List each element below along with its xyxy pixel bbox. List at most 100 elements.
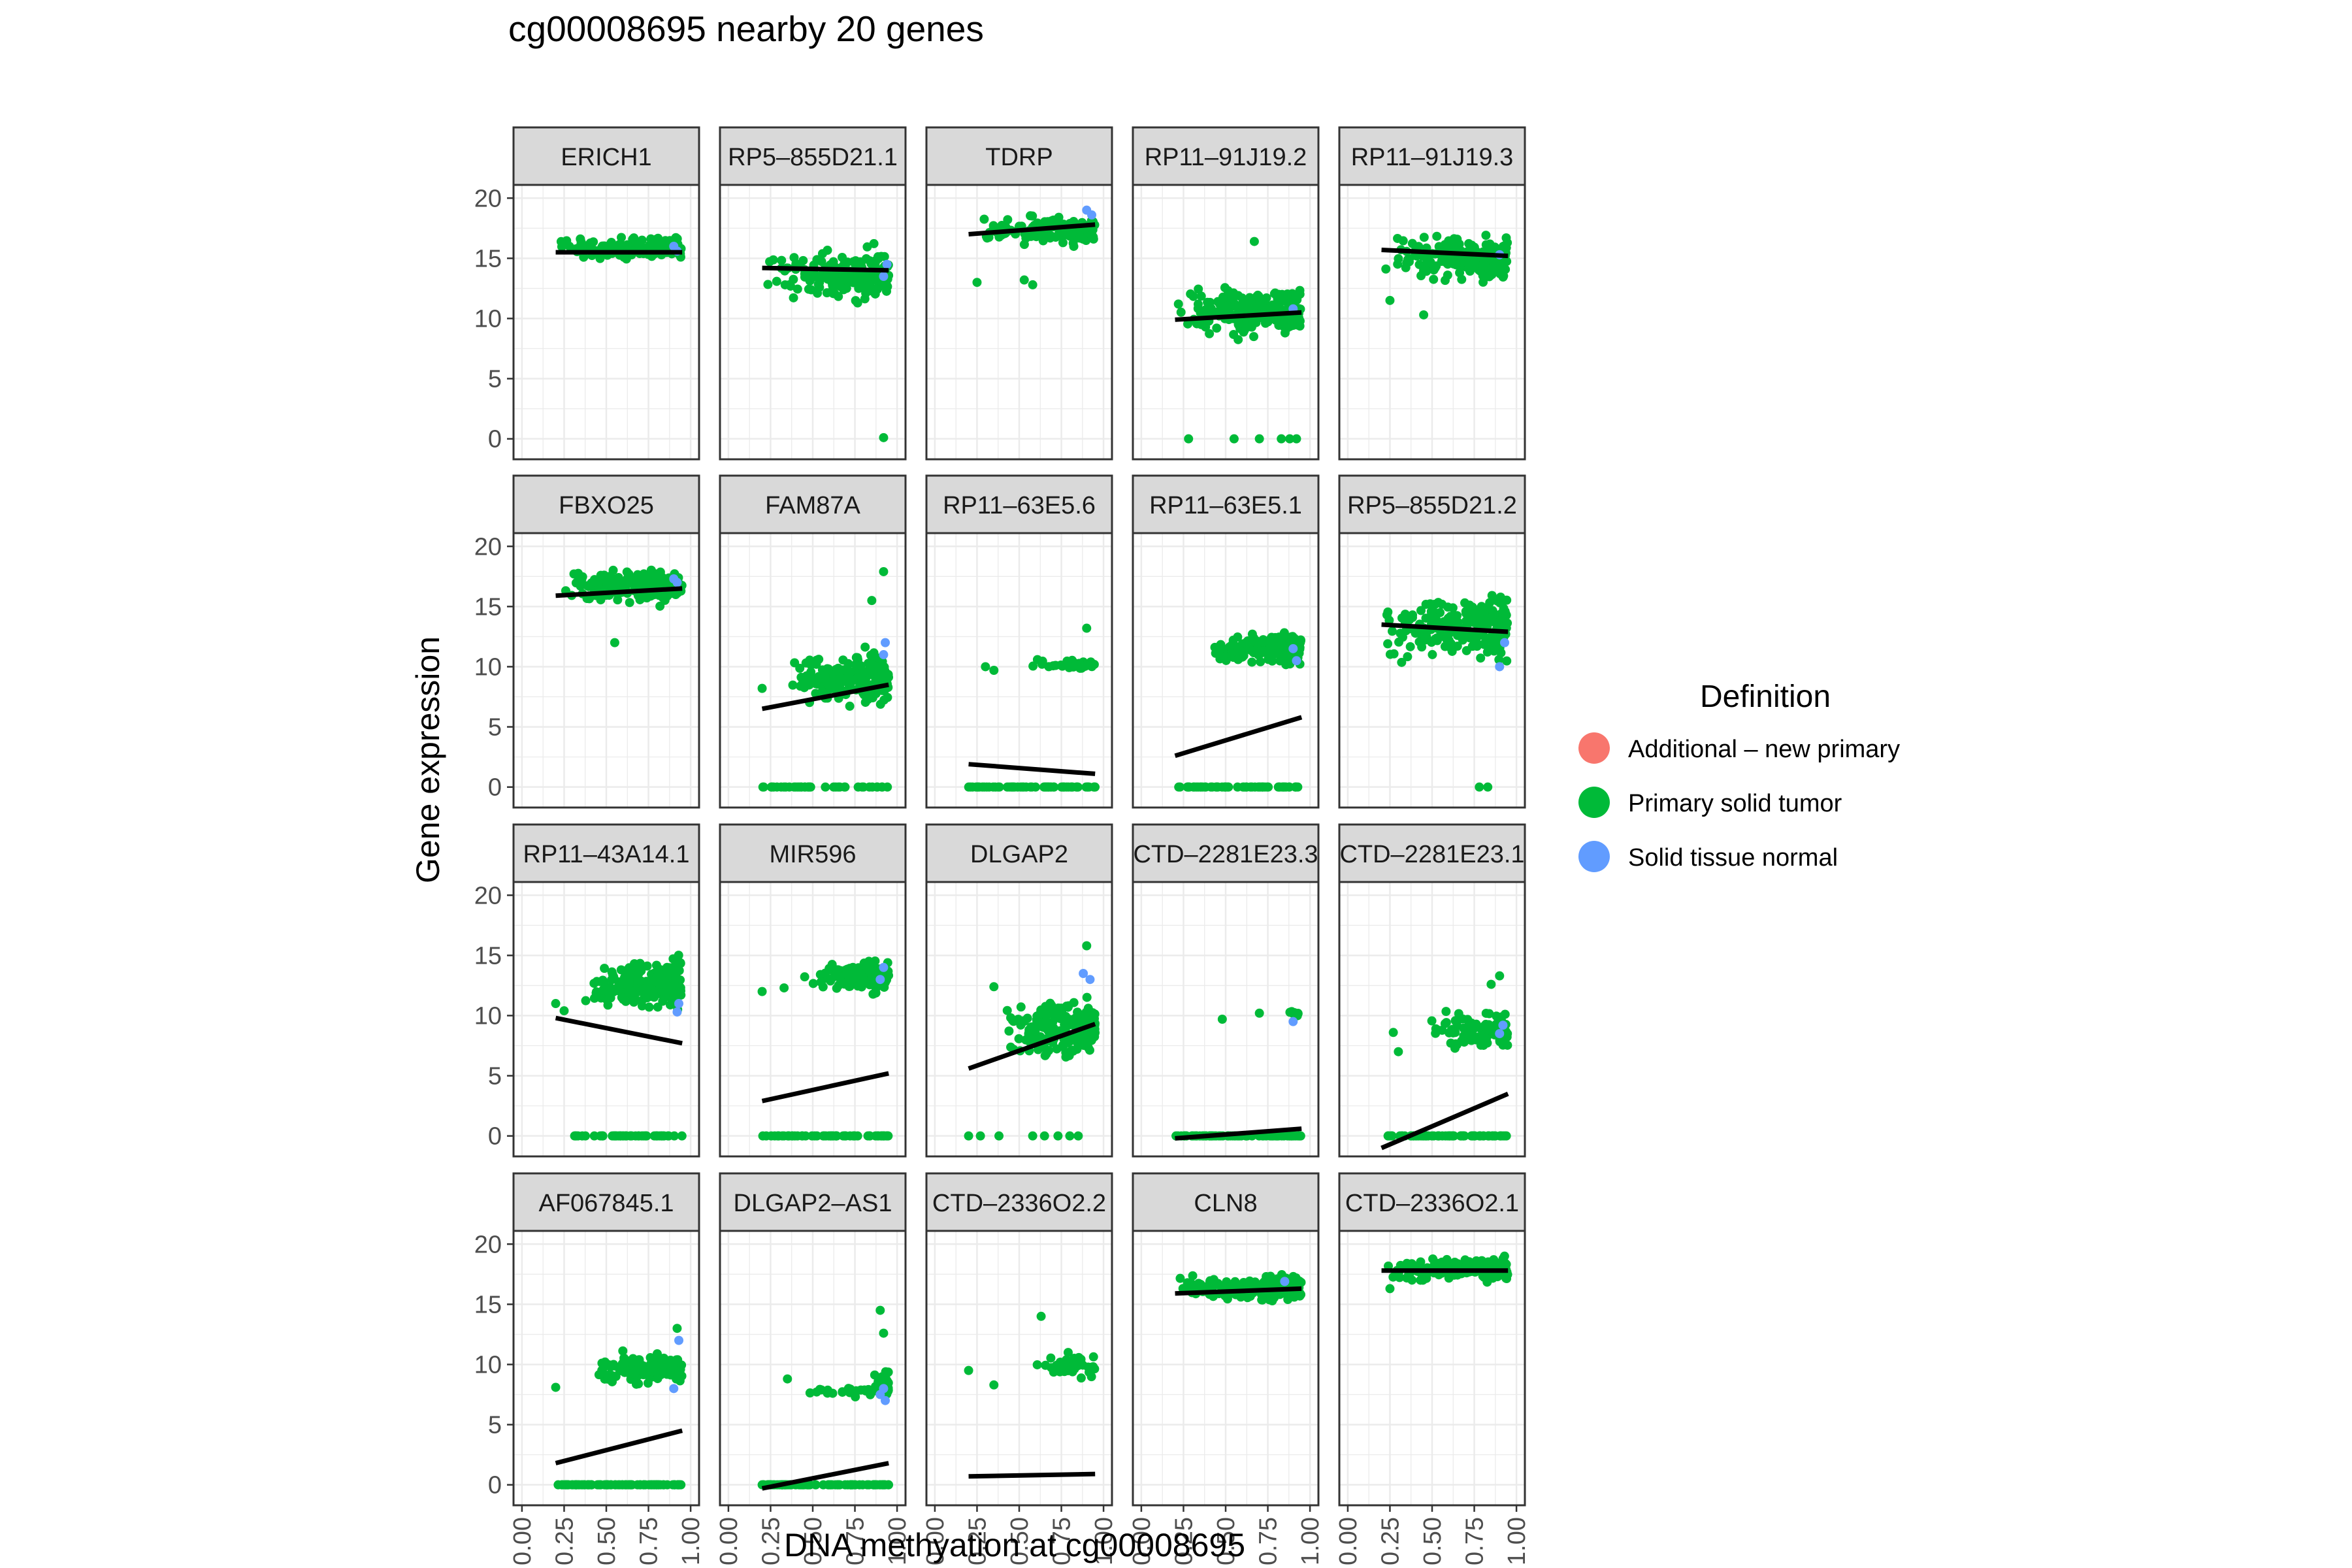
panel-border: [1338, 532, 1526, 809]
data-point: [862, 1480, 872, 1490]
data-point: [1431, 1028, 1441, 1038]
data-point: [1184, 434, 1194, 444]
facet-panel: DLGAP2: [925, 823, 1113, 1158]
data-point: [819, 1131, 829, 1141]
data-point: [851, 653, 861, 662]
data-point: [1408, 610, 1418, 620]
data-point: [621, 996, 630, 1006]
data-point: [1419, 310, 1429, 319]
y-tick-label: 5: [488, 1412, 502, 1439]
data-point: [1014, 1034, 1024, 1043]
data-point: [800, 679, 810, 689]
data-point: [1469, 1023, 1479, 1033]
facet-strip-label: MIR596: [769, 841, 856, 868]
facet-strip-label: RP11–91J19.3: [1351, 144, 1514, 171]
data-point: [964, 1131, 973, 1141]
x-tick-label: 0.25: [757, 1517, 785, 1565]
data-point: [857, 782, 867, 792]
data-point: [832, 983, 841, 993]
data-point: [634, 969, 644, 979]
data-point: [1486, 979, 1496, 989]
data-point: [1194, 284, 1203, 294]
panel-border: [719, 184, 907, 461]
data-point: [1058, 238, 1068, 248]
data-point: [673, 1355, 683, 1365]
data-point: [964, 1365, 973, 1375]
data-point: [1039, 1020, 1049, 1030]
panel-border: [925, 532, 1113, 809]
data-point: [579, 252, 589, 262]
data-point: [1428, 649, 1437, 659]
data-point: [1039, 1131, 1049, 1141]
data-point: [1245, 293, 1254, 302]
y-axis: 0 5 10 15 20: [474, 185, 514, 453]
data-point: [1072, 1017, 1082, 1026]
data-point: [1249, 237, 1259, 246]
data-point: [804, 284, 813, 294]
data-point: [1495, 662, 1505, 672]
facet-strip: [925, 823, 1113, 883]
data-point: [1087, 210, 1097, 220]
data-point: [625, 598, 634, 608]
data-point: [1073, 1007, 1083, 1017]
data-point: [585, 594, 595, 604]
data-point: [796, 782, 806, 792]
data-point: [645, 569, 655, 579]
data-point: [1215, 651, 1225, 661]
data-point: [1243, 304, 1253, 314]
regression-line: [1174, 715, 1303, 759]
data-point: [609, 973, 619, 983]
data-point: [779, 983, 789, 993]
data-point: [879, 1328, 889, 1338]
data-point: [1004, 1026, 1014, 1036]
data-point: [671, 974, 681, 984]
data-point: [868, 1387, 877, 1397]
data-point: [1501, 233, 1511, 243]
data-point: [879, 566, 889, 576]
data-point: [631, 1377, 641, 1387]
data-point: [772, 782, 782, 792]
data-point: [813, 280, 823, 289]
facet-strip: [719, 126, 907, 186]
data-point: [1476, 1040, 1486, 1050]
data-point: [1082, 941, 1092, 951]
data-point: [1044, 1045, 1054, 1055]
panel-border: [925, 881, 1113, 1158]
data-point: [1428, 1254, 1438, 1264]
data-point: [1403, 652, 1413, 662]
data-point: [865, 1131, 875, 1141]
data-point: [1228, 635, 1238, 645]
data-point: [1288, 644, 1298, 653]
data-point: [763, 280, 773, 289]
data-point: [627, 989, 636, 999]
facet-strip: [512, 474, 700, 534]
facet-strip: [1338, 474, 1526, 534]
data-point: [1064, 662, 1074, 672]
data-point: [1045, 782, 1055, 792]
legend-item: Solid tissue normal: [1578, 841, 1838, 872]
data-point: [1277, 640, 1286, 649]
x-tick-label: 0.75: [1255, 1517, 1282, 1565]
facet-panel: RP5–855D21.1: [719, 126, 907, 461]
data-point: [1041, 1360, 1051, 1370]
data-point: [1404, 257, 1414, 267]
facet-panel: FBXO25 0 5 10 15 20: [474, 474, 700, 809]
data-point: [877, 1131, 887, 1141]
data-point: [1394, 1047, 1403, 1056]
data-point: [1046, 1353, 1056, 1363]
data-point: [1279, 318, 1289, 327]
data-point: [1419, 265, 1429, 275]
data-point: [1295, 644, 1305, 654]
data-point: [589, 575, 599, 585]
legend-label: Additional – new primary: [1628, 736, 1900, 763]
y-tick-label: 5: [488, 366, 502, 393]
data-point: [1002, 1005, 1012, 1015]
data-point: [1457, 274, 1467, 284]
data-point: [1499, 606, 1509, 615]
gridlines: [720, 185, 906, 459]
data-point: [1249, 332, 1259, 342]
data-points: [964, 623, 1100, 792]
data-point: [1285, 434, 1295, 444]
data-point: [838, 1387, 847, 1397]
data-point: [821, 782, 830, 792]
